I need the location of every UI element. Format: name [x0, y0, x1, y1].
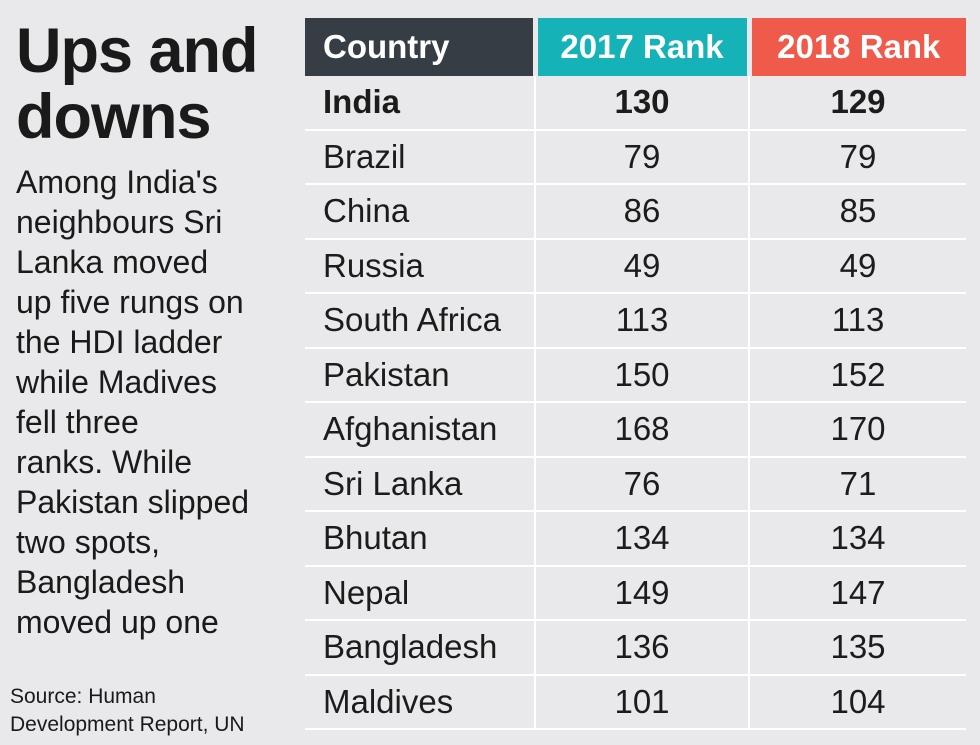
country-cell: Brazil — [305, 129, 536, 185]
rank-2018-cell: 85 — [749, 184, 966, 240]
country-column-header: Country — [305, 18, 538, 76]
source-note: Source: Human Development Report, UN — [10, 685, 245, 736]
country-cell: Russia — [305, 238, 536, 294]
table-row: Bhutan 134 134 — [305, 511, 966, 567]
country-cell: Pakistan — [305, 347, 536, 403]
table-row: Sri Lanka 76 71 — [305, 456, 966, 512]
table-row: Bangladesh 136 135 — [305, 620, 966, 676]
country-cell: Sri Lanka — [305, 456, 536, 512]
rank-table: Country 2017 Rank 2018 Rank India 130 129 B… — [305, 18, 966, 730]
rank-2018-cell: 152 — [749, 347, 966, 403]
rank-2017-cell: 49 — [535, 238, 750, 294]
rank-2018-cell: 49 — [749, 238, 966, 294]
rank-2018-cell: 147 — [749, 565, 966, 621]
description-text: Among India's neighbours Sri Lanka moved… — [16, 164, 250, 640]
sidebar: Ups and downs Among India's neighbours S… — [16, 18, 286, 642]
table-row: Nepal 149 147 — [305, 565, 966, 621]
rank-2018-cell: 104 — [749, 674, 966, 730]
rank-2018-cell: 129 — [749, 76, 966, 131]
rank-2018-cell: 79 — [749, 129, 966, 185]
rank-2017-cell: 86 — [535, 184, 750, 240]
rank-2017-cell: 76 — [535, 456, 750, 512]
rank-2018-cell: 134 — [749, 511, 966, 567]
country-cell: Afghanistan — [305, 402, 536, 458]
rank-2017-cell: 136 — [535, 620, 750, 676]
table-row: China 86 85 — [305, 184, 966, 240]
table-row: Afghanistan 168 170 — [305, 402, 966, 458]
table-row: South Africa 113 113 — [305, 293, 966, 349]
country-cell: Bangladesh — [305, 620, 536, 676]
country-cell: Maldives — [305, 674, 536, 730]
country-cell: Nepal — [305, 565, 536, 621]
country-cell: Bhutan — [305, 511, 536, 567]
table-row: Brazil 79 79 — [305, 129, 966, 185]
country-cell: South Africa — [305, 293, 536, 349]
rank-2018-column-header: 2018 Rank — [749, 18, 966, 76]
rank-2018-cell: 71 — [749, 456, 966, 512]
rank-2017-cell: 113 — [535, 293, 750, 349]
table-row: Pakistan 150 152 — [305, 347, 966, 403]
rank-2017-cell: 150 — [535, 347, 750, 403]
rank-2017-cell: 101 — [535, 674, 750, 730]
rank-2017-cell: 168 — [535, 402, 750, 458]
table-header: Country 2017 Rank 2018 Rank — [305, 18, 966, 76]
rank-2017-column-header: 2017 Rank — [535, 18, 752, 76]
table-row: Maldives 101 104 — [305, 674, 966, 730]
rank-2018-cell: 170 — [749, 402, 966, 458]
rank-2018-cell: 135 — [749, 620, 966, 676]
table-row: Russia 49 49 — [305, 238, 966, 294]
country-cell: India — [305, 76, 536, 131]
header-row: Country 2017 Rank 2018 Rank — [305, 18, 966, 76]
rank-2017-cell: 130 — [535, 76, 750, 131]
rank-2017-cell: 149 — [535, 565, 750, 621]
country-cell: China — [305, 184, 536, 240]
page-title: Ups and downs — [16, 16, 259, 152]
table-body: India 130 129 Brazil 79 79 China 86 85 Russia 49 49… — [305, 76, 966, 730]
rank-2017-cell: 79 — [535, 129, 750, 185]
rank-2018-cell: 113 — [749, 293, 966, 349]
rank-table-container: Country 2017 Rank 2018 Rank India 130 129 B… — [305, 18, 966, 730]
table-row: India 130 129 — [305, 76, 966, 131]
rank-2017-cell: 134 — [535, 511, 750, 567]
